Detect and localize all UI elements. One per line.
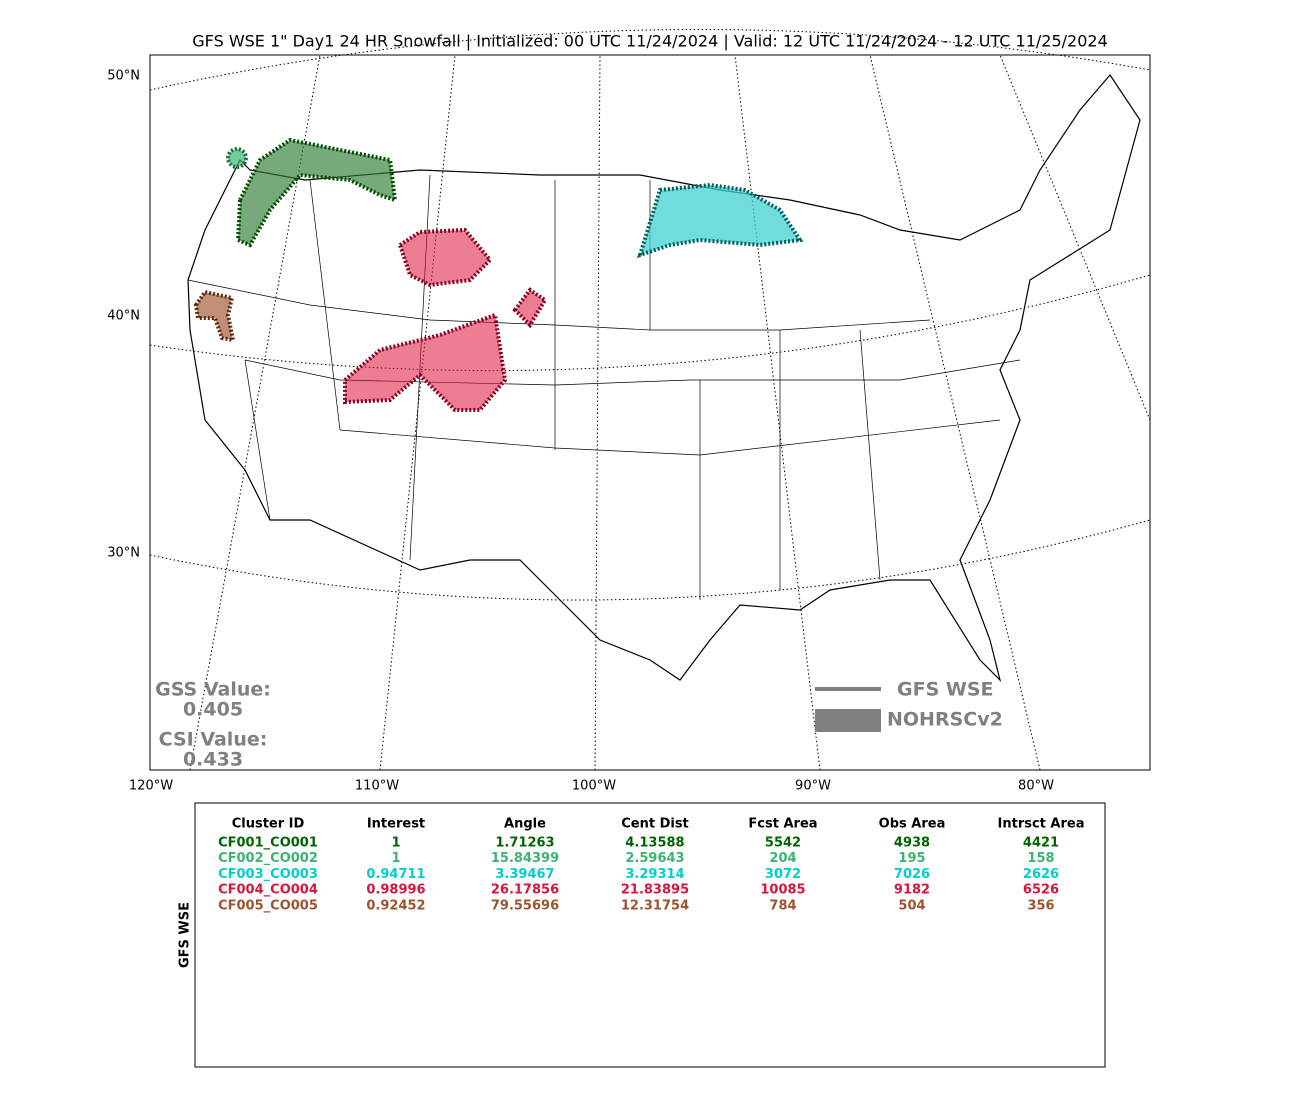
table-cell: CF004_CO004 (218, 883, 318, 898)
axis-labels: 50°N 40°N 30°N 120°W 110°W 100°W 90°W 80°W (107, 69, 1054, 794)
table-cell: 4.13588 (625, 836, 684, 851)
table-header: Cent Dist (621, 817, 689, 832)
cluster-1 (235, 137, 398, 248)
table-cell: 7026 (894, 867, 930, 882)
table-cell: 0.92452 (366, 898, 425, 913)
cluster-2 (226, 147, 248, 169)
cluster-4b (343, 312, 508, 412)
table-cell: 1 (391, 851, 400, 866)
legend-swatch (815, 709, 881, 732)
table-cell: 1 (391, 836, 400, 851)
cluster-4a (397, 227, 493, 288)
csi-value: 0.433 (183, 749, 243, 771)
lat-label: 40°N (107, 309, 140, 324)
table: Cluster ID Interest Angle Cent Dist Fcst Are… (218, 817, 1084, 914)
csi-label: CSI Value: (159, 729, 268, 751)
us-outline (187, 74, 1141, 682)
table-cell: CF005_CO005 (218, 898, 318, 913)
table-header: Intrsct Area (998, 817, 1085, 832)
table-cell: 3.39467 (495, 867, 554, 882)
table-cell: 5542 (765, 836, 801, 851)
lon-label: 110°W (355, 779, 399, 794)
table-cell: CF001_CO001 (218, 836, 318, 851)
table-cell: 356 (1027, 898, 1054, 913)
table-cell: 12.31754 (621, 898, 689, 913)
table-cell: 0.98996 (366, 883, 425, 898)
graticule (149, 29, 1151, 771)
lat-label: 50°N (107, 69, 140, 84)
table-cell: 2626 (1023, 867, 1059, 882)
table-cell: 3.29314 (625, 867, 684, 882)
table-cell: 0.94711 (366, 867, 425, 882)
table-cell: 9182 (894, 883, 930, 898)
table-header: Cluster ID (232, 817, 305, 832)
legend-label: GFS WSE (897, 679, 994, 701)
table-cell: CF003_CO003 (218, 867, 318, 882)
table-cell: 26.17856 (491, 883, 559, 898)
table-cell: CF002_CO002 (218, 851, 318, 866)
table-cell: 79.55696 (491, 898, 559, 913)
clusters (193, 137, 804, 412)
table-cell: 21.83895 (621, 883, 689, 898)
table-cell: 2.59643 (625, 851, 684, 866)
legend-label: NOHRSCv2 (887, 709, 1003, 731)
lon-label: 120°W (129, 779, 173, 794)
table-cell: 3072 (765, 867, 801, 882)
table-cell: 504 (898, 898, 925, 913)
lon-label: 100°W (572, 779, 616, 794)
table-header: Obs Area (879, 817, 946, 832)
cluster-4c (512, 287, 548, 329)
table-cell: 4938 (894, 836, 930, 851)
lon-label: 80°W (1018, 779, 1054, 794)
lat-label: 30°N (107, 546, 140, 561)
table-header: Fcst Area (748, 817, 817, 832)
table-cell: 204 (769, 851, 796, 866)
title: GFS WSE 1" Day1 24 HR Snowfall | Initial… (192, 32, 1108, 51)
table-cell: 1.71263 (495, 836, 554, 851)
table-frame (194, 802, 1106, 1068)
table-header: Angle (504, 817, 546, 832)
cluster-5 (193, 289, 236, 343)
table-cell: 15.84399 (491, 851, 559, 866)
table-cell: 195 (898, 851, 925, 866)
table-cell: 158 (1027, 851, 1054, 866)
table-cell: 4421 (1023, 836, 1059, 851)
gss-label: GSS Value: (155, 679, 271, 701)
table-header: Interest (367, 817, 425, 832)
map: 50°N 40°N 30°N 120°W 110°W 100°W 90°W 80°W GSS … (107, 29, 1151, 794)
table-side-label: GFS WSE (178, 902, 193, 968)
lon-label: 90°W (795, 779, 831, 794)
table-cell: 6526 (1023, 883, 1059, 898)
gss-value: 0.405 (183, 699, 243, 721)
table-cell: 10085 (760, 883, 805, 898)
cluster-3 (636, 182, 804, 259)
table-cell: 784 (769, 898, 796, 913)
